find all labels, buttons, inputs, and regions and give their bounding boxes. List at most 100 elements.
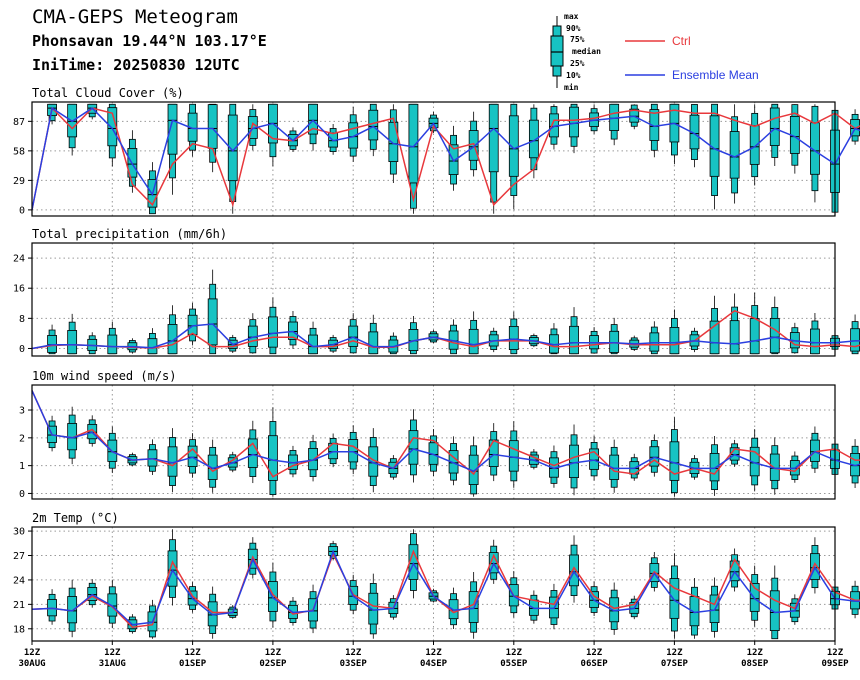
- precip-box-inner: [348, 325, 359, 347]
- legend-mean-label: Ensemble Mean: [672, 68, 759, 82]
- precip-panel-frame: [31, 242, 836, 357]
- wind-box-inner: [187, 445, 198, 467]
- precip-ytick-label: 0: [19, 344, 25, 355]
- wind-panel-title: 10m wind speed (m/s): [32, 369, 177, 383]
- xtick-hour-label: 12Z: [827, 648, 844, 658]
- cloud-ytick-label: 0: [19, 205, 25, 216]
- precip-box-inner: [669, 327, 680, 355]
- wind-ctrl-line: [31, 390, 860, 478]
- legend: max 90% 75% median 25% 10% min Ctrl Ense…: [550, 12, 759, 92]
- wind-box-inner: [247, 438, 258, 468]
- cloud-box-inner: [368, 109, 379, 141]
- cloud-ytick-label: 29: [13, 176, 25, 187]
- temp-panel-title: 2m Temp (°C): [32, 511, 119, 525]
- precip-box-inner: [167, 324, 178, 355]
- wind-box-inner: [147, 449, 158, 467]
- cloud-mean-line: [31, 106, 860, 211]
- xtick-hour-label: 12Z: [104, 648, 121, 658]
- xtick-hour-label: 12Z: [425, 648, 442, 658]
- xtick-date-label: 30AUG: [18, 659, 45, 669]
- cloud-box-inner: [227, 114, 238, 182]
- xtick-hour-label: 12Z: [184, 648, 201, 658]
- wind-box-inner: [488, 439, 499, 467]
- wind-box-inner: [709, 453, 720, 482]
- temp-ytick-label: 30: [13, 527, 25, 538]
- temp-mean-line: [31, 549, 860, 626]
- precip-box-inner: [729, 320, 740, 355]
- wind-box-inner: [569, 444, 579, 479]
- precip-box-inner: [609, 330, 620, 353]
- temp-box-inner: [368, 592, 379, 625]
- cloud-box-inner: [769, 107, 780, 146]
- xtick-hour-label: 12Z: [586, 648, 603, 658]
- cloud-box-inner: [528, 119, 539, 159]
- wind-box-inner: [267, 435, 278, 481]
- temp-box-inner: [569, 554, 579, 587]
- precip-ytick-label: 16: [13, 284, 25, 295]
- precip-box-inner: [569, 325, 579, 355]
- xtick-date-label: 04SEP: [420, 659, 448, 669]
- temp-box-inner: [749, 583, 760, 612]
- xtick-date-label: 06SEP: [581, 659, 609, 669]
- chart-title: CMA-GEPS Meteogram: [32, 6, 238, 28]
- legend-p75-label: 75%: [570, 35, 585, 44]
- cloud-box-inner: [508, 115, 519, 177]
- xtick-date-label: 08SEP: [741, 659, 769, 669]
- precip-box-inner: [508, 325, 519, 350]
- wind-box-inner: [348, 439, 359, 463]
- xtick-date-label: 09SEP: [821, 659, 849, 669]
- precip-box-inner: [769, 318, 780, 354]
- precip-box-inner: [850, 328, 860, 352]
- precip-box-inner: [207, 298, 218, 346]
- cloud-box-inner: [749, 125, 760, 165]
- precip-box-inner: [267, 316, 278, 348]
- precip-box-inner: [810, 328, 820, 355]
- precip-box-inner: [468, 328, 479, 355]
- wind-ytick-label: 1: [19, 461, 25, 472]
- precip-box-inner: [288, 321, 298, 340]
- cloud-ctrl-line: [31, 106, 860, 211]
- cloud-box-inner: [348, 122, 359, 149]
- legend-p25-label: 25%: [570, 59, 585, 68]
- cloud-box-inner: [569, 106, 579, 138]
- wind-ytick-label: 0: [19, 489, 25, 500]
- xtick-date-label: 31AUG: [99, 659, 126, 669]
- wind-box-inner: [589, 448, 599, 470]
- temp-ytick-label: 21: [13, 600, 25, 611]
- xtick-hour-label: 12Z: [265, 648, 282, 658]
- cloud-box-inner: [488, 103, 499, 173]
- legend-min-label: min: [564, 82, 579, 92]
- cloud-box-inner: [207, 104, 218, 149]
- cloud-ytick-label: 58: [13, 146, 25, 157]
- xtick-date-label: 03SEP: [340, 659, 368, 669]
- wind-ytick-label: 2: [19, 433, 25, 444]
- cloud-panel-title: Total Cloud Cover (%): [32, 86, 184, 100]
- xtick-hour-label: 12Z: [506, 648, 523, 658]
- xtick-date-label: 07SEP: [661, 659, 689, 669]
- wind-box-inner: [508, 440, 519, 472]
- precip-ytick-label: 8: [19, 314, 25, 325]
- xtick-date-label: 01SEP: [179, 659, 207, 669]
- cloud-ytick-label: 87: [13, 117, 25, 128]
- precip-box-inner: [709, 320, 720, 355]
- temp-box-inner: [769, 590, 780, 631]
- legend-box-inner: [550, 35, 564, 67]
- cloud-box-inner: [408, 103, 419, 184]
- precip-box-inner: [107, 334, 118, 355]
- precip-ytick-label: 24: [13, 254, 25, 265]
- init-time-label: IniTime: 20250830 12UTC: [32, 56, 240, 74]
- precip-panel-title: Total precipitation (mm/6h): [32, 227, 227, 241]
- wind-panel-frame: [31, 384, 836, 500]
- precip-ctrl-line: [31, 309, 860, 350]
- temp-ytick-label: 24: [13, 575, 25, 586]
- temp-ctrl-line: [31, 549, 860, 628]
- wind-mean-line: [31, 390, 860, 473]
- legend-max-label: max: [564, 12, 579, 21]
- precip-box-inner: [368, 331, 379, 355]
- xtick-date-label: 02SEP: [259, 659, 287, 669]
- cloud-box-inner: [388, 121, 399, 162]
- xtick-hour-label: 12Z: [345, 648, 362, 658]
- precip-box-inner: [749, 318, 760, 355]
- precip-box-inner: [649, 332, 660, 352]
